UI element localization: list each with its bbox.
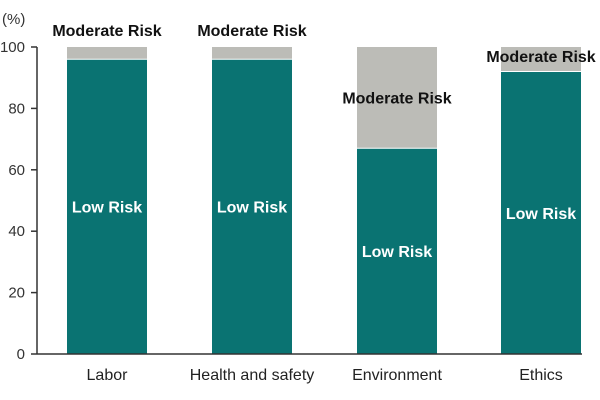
x-axis-labels: Labor Health and safety Environment Ethics [87,367,563,384]
label-ethics-moderate-risk: Moderate Risk [486,49,595,66]
label-ethics-low-risk: Low Risk [506,206,576,223]
bar-ethics-low-risk [501,71,581,354]
y-tick-label-40: 40 [8,223,25,240]
x-tick-label-ethics: Ethics [519,367,563,384]
label-health-and-safety-moderate-risk: Moderate Risk [197,23,306,40]
label-labor-low-risk: Low Risk [72,200,142,217]
y-axis-ticks: 0 20 40 60 80 100 [0,39,37,363]
y-axis-unit-label: (%) [2,11,25,28]
y-tick-label-100: 100 [0,39,25,56]
y-tick-label-60: 60 [8,162,25,179]
x-tick-label-health-and-safety: Health and safety [190,367,315,384]
segment-labels-group: Low Risk Moderate Risk Low Risk Moderate Ri… [52,23,595,261]
bar-health-and-safety-moderate-risk [212,47,292,60]
bar-labor-low-risk [67,59,147,354]
bar-environment-moderate-risk [357,47,437,149]
label-environment-low-risk: Low Risk [362,244,432,261]
label-environment-moderate-risk: Moderate Risk [342,91,451,108]
y-tick-label-20: 20 [8,285,25,302]
y-tick-label-0: 0 [17,346,25,363]
bars-group [67,47,581,354]
y-tick-label-80: 80 [8,100,25,117]
x-tick-label-labor: Labor [87,367,129,384]
bar-labor-moderate-risk [67,47,147,60]
bar-health-and-safety-low-risk [212,59,292,354]
bar-environment-low-risk [357,148,437,354]
x-tick-label-environment: Environment [352,367,442,384]
label-labor-moderate-risk: Moderate Risk [52,23,161,40]
bar-ethics-moderate-risk [501,47,581,72]
label-health-and-safety-low-risk: Low Risk [217,200,287,217]
